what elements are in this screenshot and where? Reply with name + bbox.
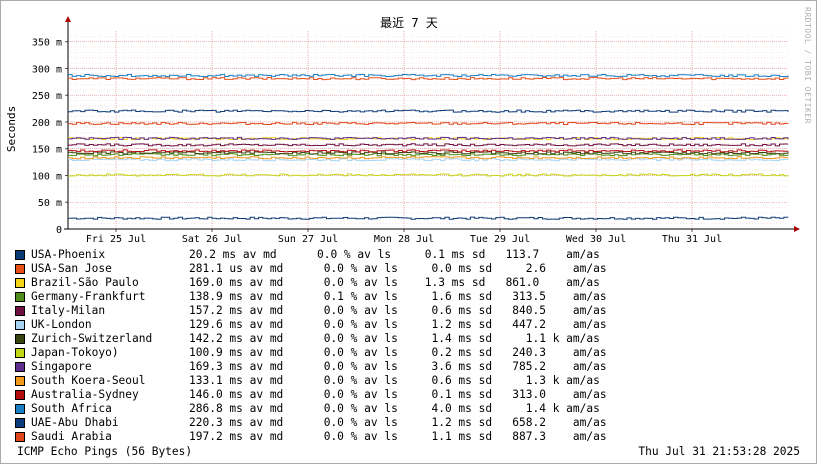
legend-swatch	[15, 320, 25, 330]
legend: USA-Phoenix 20.2 ms av md 0.0 % av ls 0.1…	[15, 248, 607, 444]
legend-series-stats: 133.1 ms av md 0.0 % av ls 0.6 ms sd 1.3…	[189, 374, 600, 387]
legend-series-name: UAE-Abu Dhabi	[31, 416, 119, 429]
y-tick-label: 150 m	[32, 145, 62, 156]
legend-series-stats: 100.9 ms av md 0.0 % av ls 0.2 ms sd 240…	[189, 346, 607, 359]
legend-series-name: South Africa	[31, 402, 112, 415]
x-tick-label: Fri 25 Jul	[86, 234, 146, 245]
series-line	[68, 151, 789, 155]
series-line	[68, 143, 789, 147]
legend-swatch	[15, 306, 25, 316]
legend-series-stats: 20.2 ms av md 0.0 % av ls 0.1 ms sd 113.…	[189, 248, 600, 261]
legend-series-stats: 169.0 ms av md 0.0 % av ls 1.3 ms sd 861…	[189, 276, 600, 289]
series-line	[68, 153, 789, 157]
legend-swatch	[15, 278, 25, 288]
series-line	[68, 109, 789, 113]
legend-entry: South Africa 286.8 ms av md 0.0 % av ls 4…	[15, 402, 607, 416]
legend-entry: USA-San Jose 281.1 us av md 0.0 % av ls 0…	[15, 262, 607, 276]
legend-series-stats: 281.1 us av md 0.0 % av ls 0.0 ms sd 2.6…	[189, 262, 607, 275]
legend-series-name: UK-London	[31, 318, 92, 331]
legend-series-name: Brazil-São Paulo	[31, 276, 139, 289]
legend-series-name: South Koera-Seoul	[31, 374, 146, 387]
footer-probe-label: ICMP Echo Pings (56 Bytes)	[17, 445, 193, 458]
legend-series-stats: 220.3 ms av md 0.0 % av ls 1.2 ms sd 658…	[189, 416, 607, 429]
series-line	[68, 149, 789, 153]
series-line	[68, 121, 789, 125]
legend-series-stats: 286.8 ms av md 0.0 % av ls 4.0 ms sd 1.4…	[189, 402, 600, 415]
legend-series-stats: 146.0 ms av md 0.0 % av ls 0.1 ms sd 313…	[189, 388, 607, 401]
footer-timestamp: Thu Jul 31 21:53:28 2025	[638, 445, 800, 458]
legend-series-name: USA-San Jose	[31, 262, 112, 275]
legend-swatch	[15, 418, 25, 428]
legend-series-name: Singapore	[31, 360, 92, 373]
y-axis-arrow	[65, 16, 71, 22]
y-tick-label: 300 m	[32, 64, 62, 75]
series-line	[68, 77, 789, 81]
rrdtool-watermark: RRDTOOL / TOBI OETIKER	[803, 7, 812, 124]
y-tick-label: 200 m	[32, 118, 62, 129]
series-line	[68, 74, 789, 78]
x-tick-label: Wed 30 Jul	[566, 234, 626, 245]
y-axis-label: Seconds	[5, 106, 18, 152]
legend-series-stats: 142.2 ms av md 0.0 % av ls 1.4 ms sd 1.1…	[189, 332, 600, 345]
series-line	[68, 216, 789, 220]
legend-swatch	[15, 348, 25, 358]
y-tick-label: 0	[56, 225, 62, 236]
legend-entry: Japan-Tokoyo) 100.9 ms av md 0.0 % av ls …	[15, 346, 607, 360]
y-tick-label: 100 m	[32, 171, 62, 182]
x-tick-label: Sat 26 Jul	[182, 234, 242, 245]
legend-swatch	[15, 362, 25, 372]
series-line	[68, 158, 789, 162]
y-tick-label: 350 m	[32, 38, 62, 49]
legend-series-stats: 138.9 ms av md 0.1 % av ls 1.6 ms sd 313…	[189, 290, 607, 303]
legend-entry: Australia-Sydney 146.0 ms av md 0.0 % av …	[15, 388, 607, 402]
legend-series-stats: 157.2 ms av md 0.0 % av ls 0.6 ms sd 840…	[189, 304, 607, 317]
legend-entry: Brazil-São Paulo 169.0 ms av md 0.0 % av …	[15, 276, 607, 290]
legend-series-stats: 129.6 ms av md 0.0 % av ls 1.2 ms sd 447…	[189, 318, 607, 331]
legend-series-name: Australia-Sydney	[31, 388, 139, 401]
y-tick-label: 50 m	[38, 198, 62, 209]
legend-entry: Germany-Frankfurt 138.9 ms av md 0.1 % av…	[15, 290, 607, 304]
legend-series-name: Saudi Arabia	[31, 430, 112, 443]
legend-series-name: Italy-Milan	[31, 304, 106, 317]
y-tick-label: 250 m	[32, 91, 62, 102]
legend-swatch	[15, 250, 25, 260]
legend-swatch	[15, 390, 25, 400]
legend-entry: Saudi Arabia 197.2 ms av md 0.0 % av ls 1…	[15, 430, 607, 444]
legend-swatch	[15, 432, 25, 442]
latency-chart: 最近 7 天 Seconds 0 50 m 100 m 150 m 200 m 250 m…	[5, 16, 800, 245]
legend-entry: Italy-Milan 157.2 ms av md 0.0 % av ls 0.…	[15, 304, 607, 318]
legend-series-name: Japan-Tokoyo)	[31, 346, 119, 359]
legend-series-name: Germany-Frankfurt	[31, 290, 146, 303]
legend-entry: Singapore 169.3 ms av md 0.0 % av ls 3.6 …	[15, 360, 607, 374]
legend-series-name: Zurich-Switzerland	[31, 332, 153, 345]
legend-entry: USA-Phoenix 20.2 ms av md 0.0 % av ls 0.1…	[15, 248, 607, 262]
legend-entry: UAE-Abu Dhabi 220.3 ms av md 0.0 % av ls …	[15, 416, 607, 430]
legend-series-stats: 169.3 ms av md 0.0 % av ls 3.6 ms sd 785…	[189, 360, 607, 373]
series-line	[68, 173, 789, 177]
legend-series-name: USA-Phoenix	[31, 248, 106, 261]
series-line	[68, 156, 789, 160]
legend-swatch	[15, 264, 25, 274]
legend-swatch	[15, 334, 25, 344]
legend-swatch	[15, 376, 25, 386]
legend-swatch	[15, 404, 25, 414]
legend-series-stats: 197.2 ms av md 0.0 % av ls 1.1 ms sd 887…	[189, 430, 607, 443]
x-axis-arrow	[794, 226, 800, 232]
legend-entry: South Koera-Seoul 133.1 ms av md 0.0 % av…	[15, 374, 607, 388]
x-tick-label: Thu 31 Jul	[662, 234, 722, 245]
x-tick-label: Tue 29 Jul	[470, 234, 530, 245]
series-line	[68, 136, 789, 140]
x-tick-label: Sun 27 Jul	[278, 234, 338, 245]
legend-entry: Zurich-Switzerland 142.2 ms av md 0.0 % a…	[15, 332, 607, 346]
chart-title: 最近 7 天	[380, 16, 438, 30]
x-tick-label: Mon 28 Jul	[374, 234, 434, 245]
legend-entry: UK-London 129.6 ms av md 0.0 % av ls 1.2 …	[15, 318, 607, 332]
legend-swatch	[15, 292, 25, 302]
